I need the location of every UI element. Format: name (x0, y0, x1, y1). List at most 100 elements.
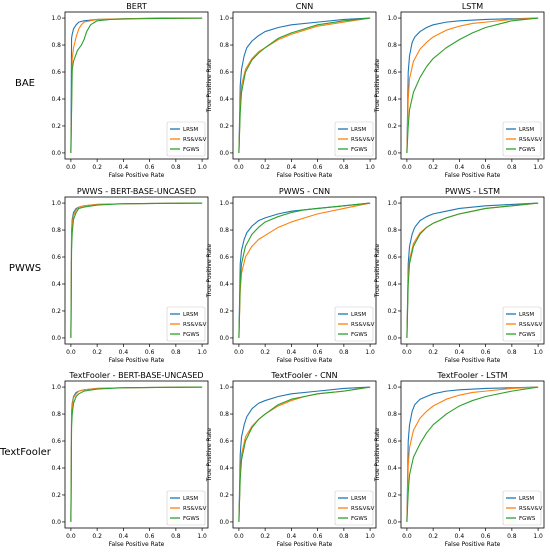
chart-panel-4: PWWS - BERT-BASE-UNCASED 0.0 0.2 0.4 0.6 0.8 1… (51, 187, 209, 364)
x-tick-label: 1.0 (365, 164, 375, 171)
y-tick-label: 0.8 (219, 227, 229, 234)
chart-panel-9: TextFooler - LSTM 0.0 0.2 0.4 0.6 0.8 1.0 0.0 0.… (374, 371, 545, 548)
legend-label: FGWS (519, 147, 536, 153)
x-tick-label: 1.0 (197, 164, 207, 171)
x-tick-label: 0.2 (428, 349, 438, 356)
legend: LRSM RS&V&V FGWS (166, 121, 207, 157)
x-tick-label: 0.6 (481, 164, 491, 171)
x-tick-label: 1.0 (533, 164, 543, 171)
x-axis-label: False Positive Rate (277, 172, 333, 179)
y-tick-label: 0.6 (387, 254, 397, 261)
x-tick-label: 0.0 (402, 349, 412, 356)
x-tick-label: 0.6 (313, 164, 323, 171)
x-axis-label: False Positive Rate (277, 357, 333, 364)
legend-box (502, 121, 542, 157)
x-axis-label: False Positive Rate (277, 541, 333, 548)
legend-label: RS&V&V (519, 322, 543, 328)
x-tick-label: 0.6 (145, 533, 155, 540)
legend-label: FGWS (519, 516, 536, 522)
series-line-fgws (406, 386, 539, 522)
legend-label: RS&V&V (351, 322, 375, 328)
legend-box (502, 306, 542, 342)
x-tick-label: 0.0 (234, 164, 244, 171)
x-axis-label: False Positive Rate (445, 357, 501, 364)
legend: LRSM RS&V&V FGWS (502, 490, 543, 526)
y-tick-label: 0.0 (219, 519, 229, 526)
legend-label: FGWS (183, 332, 200, 338)
x-tick-label: 0.2 (92, 533, 102, 540)
y-tick-label: 0.0 (387, 150, 397, 157)
x-tick-label: 0.6 (481, 349, 491, 356)
legend: LRSM RS&V&V FGWS (334, 490, 375, 526)
y-tick-label: 0.6 (51, 254, 61, 261)
y-tick-label: 0.8 (51, 42, 61, 49)
series-line-fgws (238, 386, 371, 522)
x-tick-label: 1.0 (365, 349, 375, 356)
chart-title: PWWS - CNN (279, 187, 330, 196)
chart-title: PWWS - LSTM (445, 187, 500, 196)
y-tick-label: 0.6 (219, 438, 229, 445)
legend-label: RS&V&V (519, 137, 543, 143)
y-axis-label: True Positive Rate (206, 58, 213, 113)
x-tick-label: 0.0 (234, 349, 244, 356)
x-axis-label: False Positive Rate (109, 541, 165, 548)
y-tick-label: 0.6 (219, 254, 229, 261)
legend: LRSM RS&V&V FGWS (334, 121, 375, 157)
series-line-rs-v-v (406, 17, 539, 153)
legend-label: LRSM (183, 312, 198, 318)
legend: LRSM RS&V&V FGWS (166, 490, 207, 526)
x-tick-label: 0.4 (455, 349, 465, 356)
legend-label: LRSM (519, 496, 534, 502)
x-tick-label: 0.4 (455, 533, 465, 540)
y-tick-label: 1.0 (387, 200, 397, 207)
y-tick-label: 0.0 (387, 519, 397, 526)
series-line-fgws (238, 17, 371, 153)
y-tick-label: 0.8 (51, 227, 61, 234)
y-tick-label: 0.4 (387, 465, 397, 472)
legend-box (334, 306, 374, 342)
y-tick-label: 0.0 (51, 519, 61, 526)
series-line-lrsm (238, 17, 371, 153)
y-tick-label: 0.0 (51, 335, 61, 342)
legend-label: FGWS (351, 332, 368, 338)
legend-label: RS&V&V (519, 506, 543, 512)
legend-label: LRSM (519, 312, 534, 318)
y-tick-label: 0.4 (387, 281, 397, 288)
y-tick-label: 0.2 (219, 123, 229, 130)
x-axis-label: False Positive Rate (445, 541, 501, 548)
chart-title: CNN (296, 2, 314, 11)
series-line-fgws (70, 17, 203, 153)
chart-title: TextFooler - LSTM (436, 371, 507, 380)
legend-box (334, 490, 374, 526)
chart-panel-1: BERT 0.0 0.2 0.4 0.6 0.8 1.0 0.0 0.2 0.4 0.6 0.8 1.0… (51, 2, 209, 179)
legend-label: FGWS (183, 147, 200, 153)
x-tick-label: 0.4 (119, 349, 129, 356)
chart-panel-8: TextFooler - CNN 0.0 0.2 0.4 0.6 0.8 1.0 0.0 0.2… (206, 371, 377, 548)
x-tick-label: 0.0 (66, 164, 76, 171)
legend-label: RS&V&V (183, 137, 207, 143)
row-label-bae: BAE (14, 78, 36, 89)
legend: LRSM RS&V&V FGWS (334, 306, 375, 342)
legend-label: FGWS (519, 332, 536, 338)
y-tick-label: 0.0 (219, 335, 229, 342)
y-axis-label: True Positive Rate (374, 58, 381, 113)
y-tick-label: 0.2 (387, 492, 397, 499)
x-tick-label: 0.0 (66, 533, 76, 540)
legend-box (334, 121, 374, 157)
legend-label: RS&V&V (351, 506, 375, 512)
y-tick-label: 1.0 (387, 384, 397, 391)
y-tick-label: 0.2 (219, 492, 229, 499)
x-tick-label: 0.8 (339, 533, 349, 540)
x-tick-label: 0.4 (455, 164, 465, 171)
x-tick-label: 0.4 (287, 349, 297, 356)
y-axis-label: True Positive Rate (206, 427, 213, 482)
chart-title: TextFooler - BERT-BASE-UNCASED (68, 371, 203, 380)
x-axis-label: False Positive Rate (109, 172, 165, 179)
legend-label: LRSM (183, 127, 198, 133)
legend-label: FGWS (351, 516, 368, 522)
x-tick-label: 1.0 (197, 349, 207, 356)
x-tick-label: 0.2 (92, 349, 102, 356)
x-tick-label: 0.0 (402, 533, 412, 540)
y-tick-label: 0.0 (219, 150, 229, 157)
y-axis-label: True Positive Rate (374, 243, 381, 298)
